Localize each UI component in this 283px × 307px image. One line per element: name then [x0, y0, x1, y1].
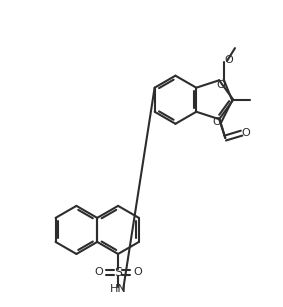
- Text: HN: HN: [110, 284, 127, 294]
- Text: O: O: [213, 117, 222, 127]
- Text: O: O: [241, 128, 250, 138]
- Text: O: O: [133, 267, 142, 277]
- Text: O: O: [224, 55, 233, 65]
- Text: O: O: [216, 80, 225, 90]
- Text: O: O: [94, 267, 103, 277]
- Text: S: S: [114, 266, 122, 279]
